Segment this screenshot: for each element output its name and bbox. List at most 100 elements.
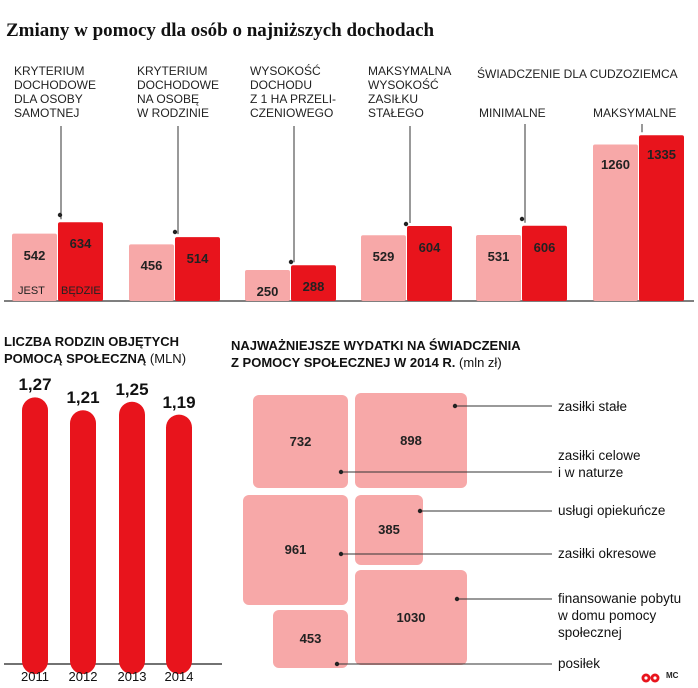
- treemap-label-2-line-0: usługi opiekuńcze: [558, 503, 666, 518]
- top-bar-chart: [4, 124, 694, 302]
- publisher-logo: [641, 670, 663, 688]
- category-label-0-line-0: KRYTERIUM: [14, 64, 85, 78]
- treemap-box-1: [253, 395, 348, 488]
- families-value-2011: 1,27: [18, 375, 52, 395]
- category-label-0: KRYTERIUM DOCHODOWE DLA OSOBY SAMOTNEJ: [14, 64, 96, 120]
- category-label-0-line-3: SAMOTNEJ: [14, 106, 80, 120]
- bar-value-jest-2: 250: [256, 283, 279, 299]
- treemap-label-1: zasiłki celowe i w naturze: [558, 447, 641, 481]
- expenses-title: NAJWAŻNIEJSZE WYDATKI NA ŚWIADCZENIA Z P…: [231, 337, 521, 371]
- bar-jest-1: [129, 244, 174, 301]
- bar-bedzie-5: [639, 135, 684, 301]
- category-label-1-line-0: KRYTERIUM: [137, 64, 208, 78]
- author-credit: MC: [666, 671, 679, 680]
- families-value-2013: 1,25: [115, 379, 149, 399]
- families-title-line-2: POMOCĄ SPOŁECZNĄ: [4, 351, 147, 366]
- category-label-0-line-2: DLA OSOBY: [14, 92, 83, 106]
- callout-dot-2: [288, 259, 294, 265]
- families-title: LICZBA RODZIN OBJĘTYCH POMOCĄ SPOŁECZNĄ …: [4, 333, 186, 367]
- callout-dot-4: [519, 216, 525, 222]
- treemap-box-2: [355, 495, 423, 565]
- expenses-title-line-2: Z POMOCY SPOŁECZNEJ W 2014 R.: [231, 355, 456, 370]
- families-title-line-1: LICZBA RODZIN OBJĘTYCH: [4, 334, 180, 349]
- families-title-unit: (MLN): [149, 351, 187, 366]
- expenses-title-unit: (mln zł): [459, 355, 502, 370]
- bar-jest-4: [476, 235, 521, 301]
- bar-jest-3: [361, 235, 406, 301]
- treemap-label-5: posiłek: [558, 655, 600, 672]
- bar-value-jest-5: 1260: [601, 156, 630, 172]
- bar-jest-2: [245, 269, 290, 301]
- treemap-value-3: 961: [284, 542, 307, 557]
- category-label-1: KRYTERIUM DOCHODOWE NA OSOBĘ W RODZINIE: [137, 64, 219, 120]
- families-year-2014: 2014: [164, 669, 194, 684]
- treemap-box-0: [355, 393, 467, 488]
- families-bar-2011: [22, 397, 48, 674]
- treemap-label-2: usługi opiekuńcze: [558, 502, 665, 519]
- bar-value-jest-4: 531: [487, 249, 510, 265]
- families-bar-chart: [4, 397, 222, 674]
- families-bar-2014: [166, 414, 192, 674]
- category-label-3-line-2: ZASIŁKU: [368, 92, 419, 106]
- callout-dot-1: [172, 229, 178, 235]
- category-label-1-line-2: NA OSOBĘ: [137, 92, 200, 106]
- category-label-3-line-3: STAŁEGO: [368, 106, 424, 120]
- bar-value-bedzie-4: 606: [533, 239, 556, 255]
- bar-jest-0: [12, 233, 57, 301]
- bar-value-bedzie-5: 1335: [647, 147, 676, 163]
- bar-value-jest-0: 542: [23, 247, 46, 263]
- bar-bedzie-2: [291, 265, 336, 301]
- treemap-dot-2: [417, 508, 423, 514]
- treemap-box-4: [355, 570, 467, 665]
- families-year-2012: 2012: [68, 669, 98, 684]
- treemap-dot-4: [454, 596, 460, 602]
- bar-jest-5: [593, 144, 638, 301]
- category-label-5-line-0: MAKSYMALNE: [593, 106, 677, 120]
- bar-bedzie-0: [58, 222, 103, 301]
- callout-dot-3: [403, 221, 409, 227]
- chart-title: Zmiany w pomocy dla osób o najniższych d…: [6, 20, 435, 41]
- treemap-label-5-line-0: posiłek: [558, 656, 601, 671]
- families-year-2013: 2013: [117, 669, 147, 684]
- treemap-label-4-line-1: w domu pomocy: [558, 608, 657, 623]
- families-bar-2012: [70, 410, 96, 674]
- category-label-0-line-1: DOCHODOWE: [14, 78, 96, 92]
- bar-bedzie-3: [407, 225, 452, 301]
- category-label-2-line-2: Z 1 HA PRZELI-: [250, 92, 337, 106]
- bar-bedzie-4: [522, 225, 567, 301]
- treemap-label-0: zasiłki stałe: [558, 398, 627, 415]
- category-label-3-line-0: MAKSYMALNA: [368, 64, 452, 78]
- treemap-dot-3: [338, 551, 344, 557]
- families-value-2012: 1,21: [66, 388, 100, 408]
- treemap-value-5: 453: [299, 631, 322, 646]
- treemap-dot-5: [334, 661, 340, 667]
- treemap-value-0: 898: [400, 432, 422, 448]
- bar-value-bedzie-0: 634: [69, 236, 92, 252]
- treemap-label-3: zasiłki okresowe: [558, 545, 656, 562]
- bar-value-bedzie-1: 514: [186, 251, 209, 267]
- publisher-logo-icon: [641, 673, 660, 683]
- bar-value-jest-3: 529: [372, 249, 395, 265]
- category-label-3-line-1: WYSOKOŚĆ: [368, 78, 439, 92]
- category-label-2-line-3: CZENIOWEGO: [250, 106, 334, 120]
- callout-dot-0: [57, 212, 63, 218]
- treemap-value-4: 1030: [396, 609, 426, 625]
- category-label-1-line-1: DOCHODOWE: [137, 78, 219, 92]
- families-year-2011: 2011: [21, 669, 49, 684]
- category-label-5: MAKSYMALNE: [593, 106, 676, 120]
- treemap-label-4-line-0: finansowanie pobytu: [558, 591, 682, 606]
- treemap-box-3: [243, 495, 348, 605]
- bar-value-bedzie-3: 604: [418, 239, 441, 255]
- category-label-3: MAKSYMALNA WYSOKOŚĆ ZASIŁKU STAŁEGO: [368, 64, 451, 120]
- category-label-4: MINIMALNE: [479, 106, 546, 120]
- families-value-2014: 1,19: [162, 392, 196, 412]
- expenses-title-line-1: NAJWAŻNIEJSZE WYDATKI NA ŚWIADCZENIA: [231, 338, 521, 353]
- treemap-label-3-line-0: zasiłki okresowe: [558, 546, 657, 561]
- treemap-value-1: 732: [289, 433, 312, 449]
- treemap-label-1-line-0: zasiłki celowe: [558, 448, 641, 463]
- treemap-box-5: [273, 610, 348, 668]
- category-label-4-line-0: MINIMALNE: [479, 106, 546, 120]
- treemap-label-4: finansowanie pobytu w domu pomocy społeczn…: [558, 590, 681, 641]
- treemap-dot-1: [338, 469, 344, 475]
- bar-value-bedzie-2: 288: [302, 279, 325, 295]
